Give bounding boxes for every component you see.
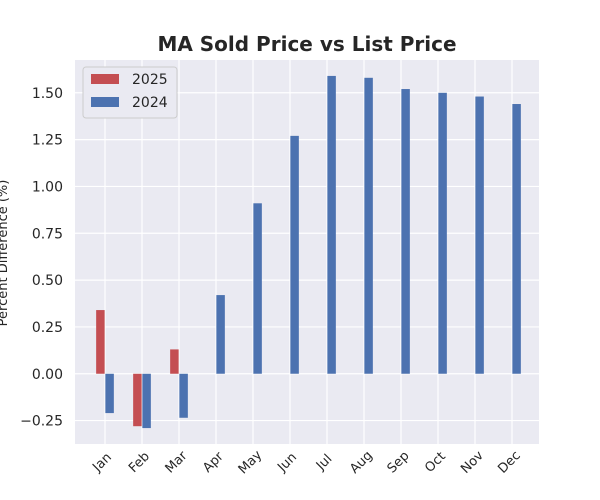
x-tick-label: Nov [458, 448, 487, 477]
legend-label-2025: 2025 [132, 72, 168, 88]
y-tick-label: 1.50 [32, 86, 63, 102]
legend: 2025 2024 [82, 66, 178, 119]
bar-2024-nov [475, 96, 484, 374]
y-axis-label: Percent Difference (%) [0, 180, 11, 327]
y-tick-label: 0.25 [32, 320, 63, 336]
legend-label-2024: 2024 [132, 95, 168, 111]
x-tick-label: Oct [422, 449, 449, 476]
bar-2024-may [253, 203, 262, 374]
bar-2024-jul [327, 75, 336, 374]
legend-swatch-2024 [91, 97, 119, 107]
y-tick-label: 1.00 [32, 179, 63, 195]
y-tick-label: −0.25 [20, 414, 63, 430]
bar-2024-jan [105, 373, 114, 414]
bar-2024-mar [179, 373, 188, 418]
bar-2024-feb [142, 373, 151, 429]
x-tick-label: May [236, 448, 266, 478]
bar-2024-sep [401, 89, 410, 374]
bar-2025-mar [170, 349, 179, 374]
chart-title: MA Sold Price vs List Price [157, 32, 456, 56]
legend-swatch-2025 [91, 74, 119, 84]
bars [96, 75, 521, 429]
bar-2024-aug [364, 77, 373, 374]
x-axis-ticks: Jan Feb Mar Apr May Jun Jul Aug Sep Oct Nov Dec [89, 448, 523, 478]
y-axis-ticks: −0.25 0.00 0.25 0.50 0.75 1.00 1.25 1.50 [20, 86, 63, 430]
y-tick-label: 1.25 [32, 133, 63, 149]
x-tick-label: Aug [347, 448, 376, 477]
x-tick-label: Feb [126, 449, 153, 476]
x-tick-label: Jan [89, 450, 114, 475]
x-tick-label: Mar [163, 448, 191, 476]
x-tick-label: Jul [313, 452, 335, 474]
x-tick-label: Jun [274, 450, 300, 476]
y-tick-label: 0.00 [32, 367, 63, 383]
bar-2025-jan [96, 310, 105, 374]
bar-2024-jun [290, 135, 299, 374]
bar-2024-apr [216, 295, 225, 374]
x-tick-label: Sep [385, 449, 413, 477]
bar-2024-oct [438, 92, 447, 374]
x-tick-label: Apr [200, 449, 227, 476]
y-tick-label: 0.50 [32, 273, 63, 289]
y-tick-label: 0.75 [32, 226, 63, 242]
plot-area [75, 60, 539, 444]
x-tick-label: Dec [495, 448, 523, 476]
bar-2024-dec [512, 104, 521, 374]
bar-2025-feb [133, 373, 142, 427]
